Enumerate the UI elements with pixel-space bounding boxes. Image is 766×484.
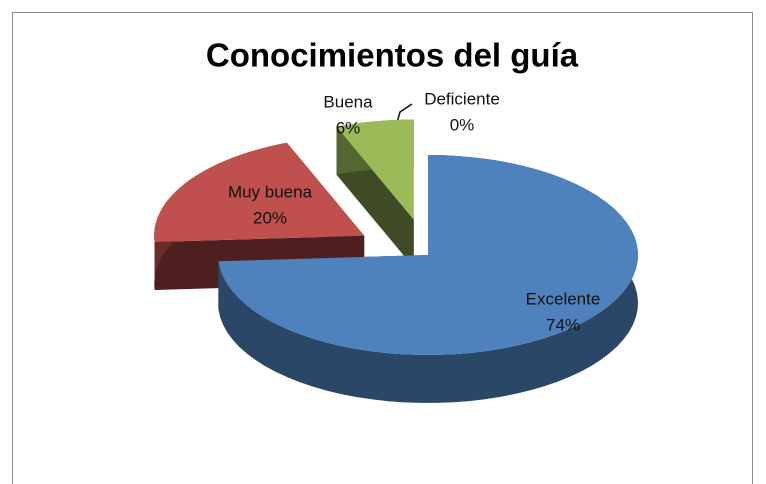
slice-label: Buena — [323, 92, 373, 111]
slice-label: Deficiente — [424, 89, 500, 108]
slice-value-label: 6% — [336, 118, 361, 137]
slice-label: Muy buena — [228, 182, 313, 201]
slice-top — [154, 142, 365, 242]
slice-value-label: 74% — [546, 315, 580, 334]
slice-label: Excelente — [526, 289, 601, 308]
slice-value-label: 20% — [253, 208, 287, 227]
slice-value-label: 0% — [450, 115, 475, 134]
chart-title: Conocimientos del guía — [206, 37, 579, 74]
slice-top — [336, 119, 414, 220]
chart-border — [12, 12, 753, 484]
pie-slice — [336, 119, 414, 268]
slice-top — [218, 155, 638, 355]
pie-slice — [218, 155, 638, 403]
